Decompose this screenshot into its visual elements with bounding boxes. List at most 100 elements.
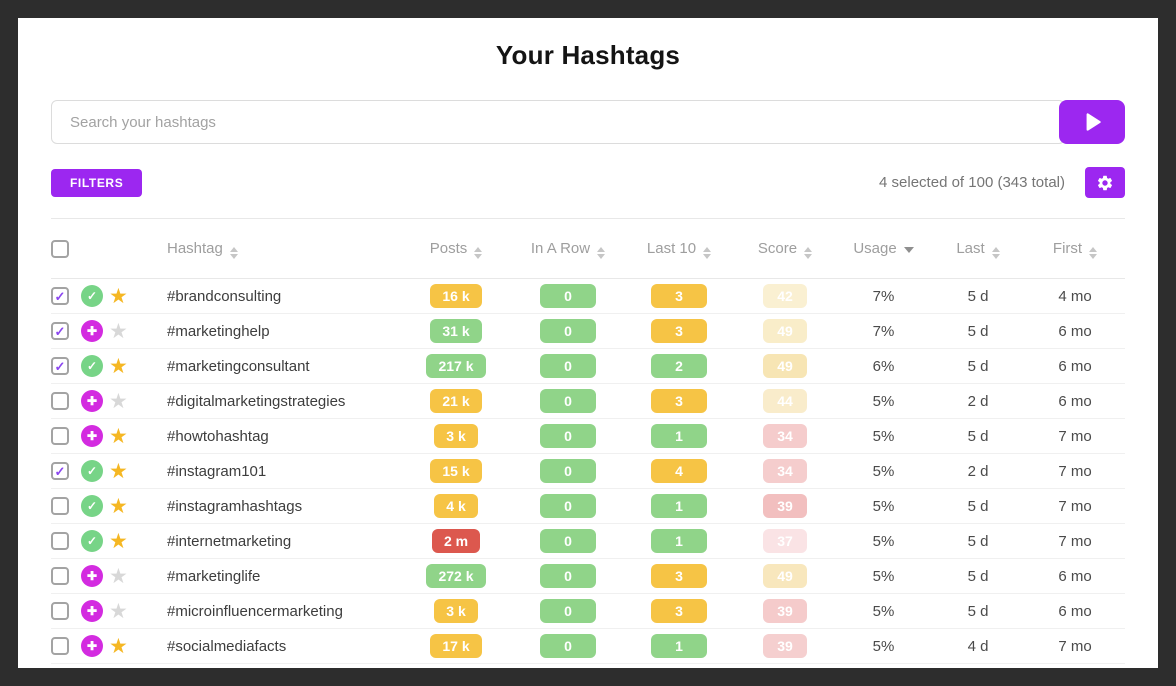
search-input[interactable] [51,100,1065,144]
hashtag-name: #marketingconsultant [167,357,310,375]
sort-desc-icon [903,247,914,253]
select-all-checkbox[interactable] [51,239,69,258]
hashtag-name: #internetmarketing [167,532,292,550]
row-checkbox[interactable]: ✓ [51,322,69,340]
last-value: 5 d [967,497,989,515]
row-checkbox[interactable] [51,532,69,550]
added-status-icon: ✚ [81,565,103,587]
table-row: ✓ ✚ ★ #marketinghelp 31 k 0 3 49 7% 5 d … [51,314,1125,349]
column-header-posts[interactable]: Posts [400,239,512,259]
score-badge: 49 [763,319,807,343]
first-value: 6 mo [1058,322,1092,340]
star-icon[interactable]: ★ [109,529,128,553]
table-row: ✚ ★ #socialmediafacts 17 k 0 1 39 5% 4 d… [51,629,1125,664]
row-checkbox[interactable] [51,637,69,655]
posts-badge: 4 k [434,494,478,518]
usage-value: 5% [872,567,895,585]
first-value: 6 mo [1058,357,1092,375]
posts-badge: 17 k [430,634,482,658]
hashtag-name: #instagram101 [167,462,267,480]
settings-button[interactable] [1085,167,1125,198]
star-icon[interactable]: ★ [109,389,128,413]
added-status-icon: ✚ [81,390,103,412]
star-icon[interactable]: ★ [109,424,128,448]
star-icon[interactable]: ★ [109,634,128,658]
last10-badge: 1 [651,424,707,448]
row-checkbox[interactable] [51,497,69,515]
row-checkbox[interactable]: ✓ [51,287,69,305]
star-icon[interactable]: ★ [109,319,128,343]
star-icon[interactable]: ★ [109,459,128,483]
column-header-score[interactable]: Score [734,239,836,259]
star-icon[interactable]: ★ [109,599,128,623]
row-checkbox[interactable] [51,602,69,620]
posts-badge: 21 k [430,389,482,413]
usage-value: 7% [872,287,895,305]
filters-button[interactable]: FILTERS [51,168,143,197]
score-badge: 42 [763,284,807,308]
posts-badge: 3 k [434,424,478,448]
posts-badge: 16 k [430,284,482,308]
row-checkbox[interactable] [51,392,69,410]
star-icon[interactable]: ★ [109,284,128,308]
in-a-row-badge: 0 [540,564,596,588]
usage-value: 7% [872,322,895,340]
star-icon[interactable]: ★ [109,494,128,518]
hashtag-name: #marketinglife [167,567,261,585]
sort-both-icon [703,246,712,259]
row-checkbox[interactable]: ✓ [51,462,69,480]
last10-badge: 1 [651,634,707,658]
column-header-first[interactable]: First [1025,239,1125,259]
usage-value: 5% [872,427,895,445]
usage-value: 6% [872,357,895,375]
score-badge: 39 [763,634,807,658]
table-row: ✓ ★ #instagramhashtags 4 k 0 1 39 5% 5 d… [51,489,1125,524]
column-header-in-a-row[interactable]: In A Row [512,239,624,259]
last-value: 5 d [967,322,989,340]
in-a-row-badge: 0 [540,319,596,343]
in-a-row-badge: 0 [540,424,596,448]
in-a-row-badge: 0 [540,459,596,483]
row-checkbox[interactable]: ✓ [51,357,69,375]
hashtag-name: #socialmediafacts [167,637,287,655]
in-a-row-badge: 0 [540,494,596,518]
table-row: ✚ ★ #marketinglife 272 k 0 3 49 5% 5 d 6… [51,559,1125,594]
approved-status-icon: ✓ [81,530,103,552]
usage-value: 5% [872,462,895,480]
search-submit-button[interactable] [1059,100,1125,144]
table-body: ✓ ✓ ★ #brandconsulting 16 k 0 3 42 7% 5 … [51,279,1125,664]
last-value: 4 d [967,637,989,655]
first-value: 7 mo [1058,532,1092,550]
star-icon[interactable]: ★ [109,564,128,588]
score-badge: 39 [763,494,807,518]
row-checkbox[interactable] [51,567,69,585]
row-checkbox[interactable] [51,427,69,445]
table-row: ✚ ★ #howtohashtag 3 k 0 1 34 5% 5 d 7 mo [51,419,1125,454]
column-header-last[interactable]: Last [931,239,1025,259]
added-status-icon: ✚ [81,600,103,622]
column-header-usage[interactable]: Usage [836,240,931,257]
last10-badge: 3 [651,564,707,588]
first-value: 6 mo [1058,567,1092,585]
score-badge: 34 [763,424,807,448]
table-row: ✓ ✓ ★ #instagram101 15 k 0 4 34 5% 2 d 7… [51,454,1125,489]
added-status-icon: ✚ [81,425,103,447]
first-value: 7 mo [1058,462,1092,480]
posts-badge: 3 k [434,599,478,623]
hashtag-name: #marketinghelp [167,322,270,340]
approved-status-icon: ✓ [81,460,103,482]
selection-summary: 4 selected of 100 (343 total) [879,174,1065,191]
sort-both-icon [991,246,1000,259]
star-icon[interactable]: ★ [109,354,128,378]
column-header-hashtag[interactable]: Hashtag [155,239,400,259]
last-value: 5 d [967,427,989,445]
score-badge: 37 [763,529,807,553]
score-badge: 34 [763,459,807,483]
first-value: 6 mo [1058,602,1092,620]
in-a-row-badge: 0 [540,354,596,378]
posts-badge: 15 k [430,459,482,483]
column-header-last10[interactable]: Last 10 [624,239,734,259]
posts-badge: 31 k [430,319,482,343]
hashtag-name: #digitalmarketingstrategies [167,392,346,410]
usage-value: 5% [872,392,895,410]
